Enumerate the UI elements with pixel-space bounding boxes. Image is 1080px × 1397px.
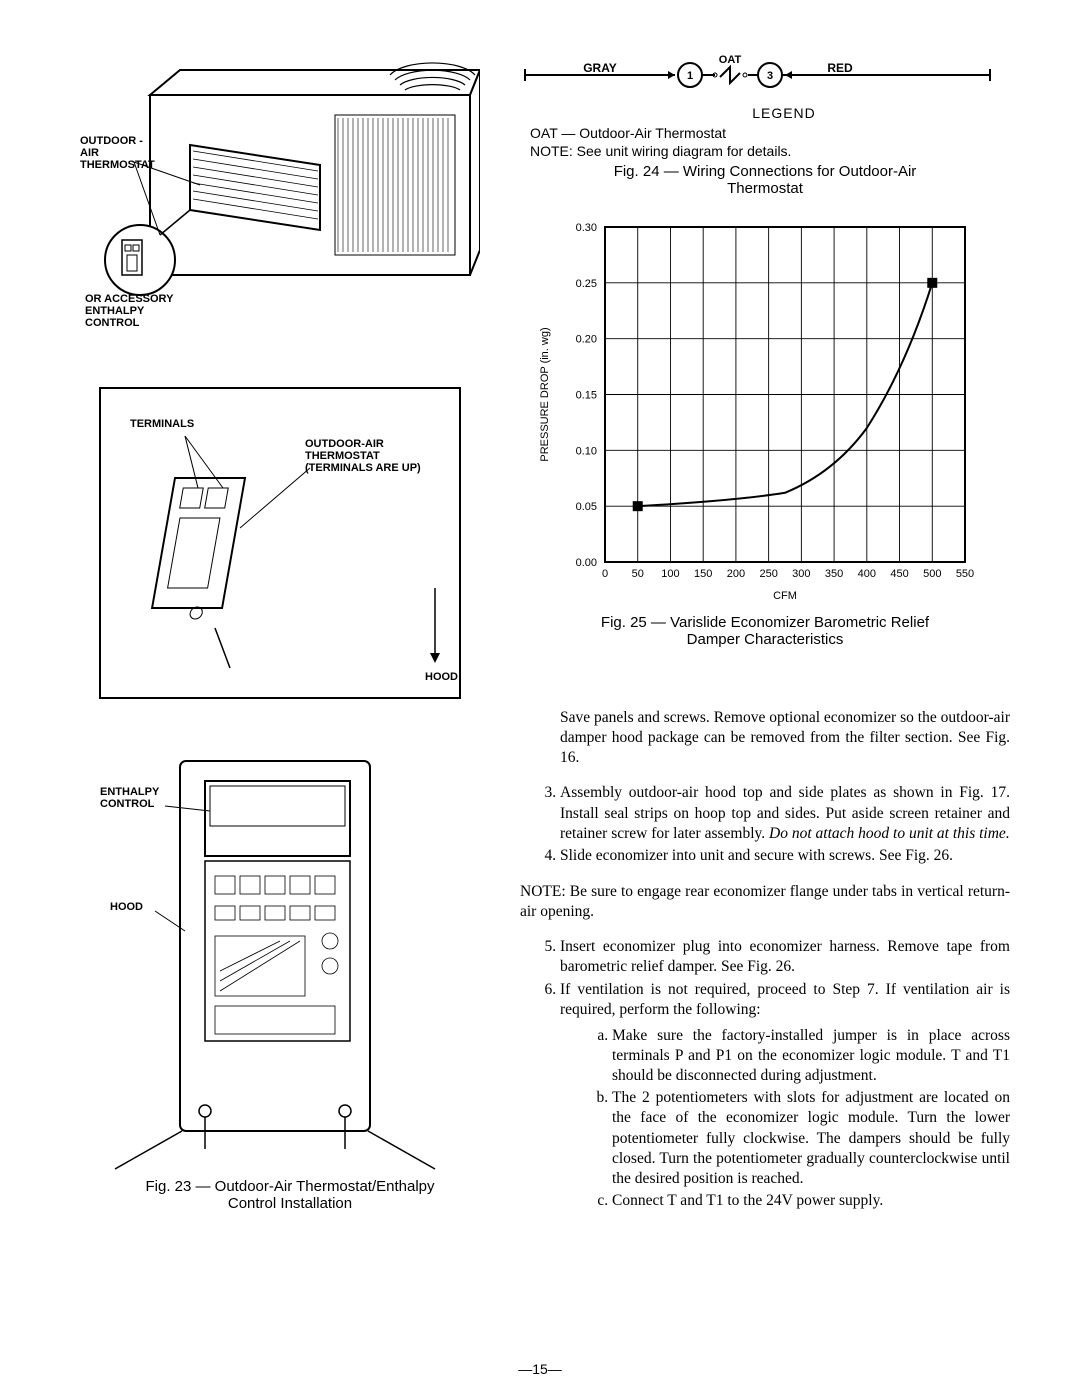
step-5: Insert economizer plug into economizer h… — [560, 937, 1010, 977]
fig23-caption: Fig. 23 — Outdoor-Air Thermostat/Enthalp… — [80, 1178, 500, 1212]
svg-text:550: 550 — [956, 568, 974, 580]
svg-text:350: 350 — [825, 568, 843, 580]
fig24-wiring-diagram: GRAY 1 OAT 3 RED — [520, 55, 1010, 98]
svg-text:0.00: 0.00 — [576, 557, 597, 569]
svg-text:OAT: OAT — [719, 55, 742, 66]
fig23-terminals-illustration: TERMINALS OUTDOOR-AIRTHERMOSTAT(TERMINAL… — [80, 378, 500, 721]
step-6a: Make sure the factory-installed jumper i… — [612, 1026, 1010, 1086]
intro-para: Save panels and screws. Remove optional … — [560, 708, 1010, 768]
svg-text:0.20: 0.20 — [576, 333, 597, 345]
svg-text:0: 0 — [602, 568, 608, 580]
svg-text:500: 500 — [923, 568, 941, 580]
svg-text:CFM: CFM — [773, 590, 797, 602]
legend-note: NOTE: See unit wiring diagram for detail… — [530, 142, 1010, 160]
svg-text:400: 400 — [858, 568, 876, 580]
svg-text:200: 200 — [727, 568, 745, 580]
wire-red-label: RED — [827, 61, 853, 75]
svg-text:100: 100 — [661, 568, 679, 580]
svg-text:300: 300 — [792, 568, 810, 580]
legend-title: LEGEND — [558, 104, 1010, 122]
left-column: OUTDOOR -AIRTHERMOSTAT OR ACCESSORYENTHA… — [80, 55, 500, 1230]
page-number: —15— — [0, 1361, 1080, 1377]
svg-text:0.15: 0.15 — [576, 389, 597, 401]
wire-gray-label: GRAY — [583, 61, 617, 75]
svg-text:0.30: 0.30 — [576, 222, 597, 234]
step-4: Slide economizer into unit and secure wi… — [560, 846, 1010, 866]
fig23-unit-illustration: OUTDOOR -AIRTHERMOSTAT OR ACCESSORYENTHA… — [80, 55, 500, 338]
svg-text:150: 150 — [694, 568, 712, 580]
svg-text:0.05: 0.05 — [576, 501, 597, 513]
label-hood-1: HOOD — [425, 671, 458, 683]
step-6b: The 2 potentiometers with slots for adju… — [612, 1088, 1010, 1189]
svg-text:1: 1 — [687, 70, 693, 82]
label-accessory-enthalpy: OR ACCESSORYENTHALPYCONTROL — [85, 293, 173, 329]
svg-text:50: 50 — [632, 568, 644, 580]
svg-text:0.25: 0.25 — [576, 277, 597, 289]
svg-text:450: 450 — [890, 568, 908, 580]
svg-text:3: 3 — [767, 70, 773, 82]
svg-text:0.10: 0.10 — [576, 445, 597, 457]
instruction-text: Save panels and screws. Remove optional … — [520, 708, 1010, 1212]
page: OUTDOOR -AIRTHERMOSTAT OR ACCESSORYENTHA… — [0, 0, 1080, 1397]
label-terminals: TERMINALS — [130, 418, 194, 430]
label-oat-terminals-up: OUTDOOR-AIRTHERMOSTAT(TERMINALS ARE UP) — [305, 438, 421, 474]
svg-text:250: 250 — [759, 568, 777, 580]
fig24-caption: Fig. 24 — Wiring Connections for Outdoor… — [520, 163, 1010, 197]
label-enthalpy-control: ENTHALPYCONTROL — [100, 786, 159, 810]
label-outdoor-air-thermostat: OUTDOOR -AIRTHERMOSTAT — [80, 135, 155, 171]
right-column: GRAY 1 OAT 3 RED LEGEND OAT — Outdoor — [520, 55, 1010, 1227]
legend-oat-line: OAT — Outdoor-Air Thermostat — [530, 124, 1010, 142]
fig25-chart: 0 50 100 150 200 250 300 350 400 450 500 550 0.00 0.0… — [520, 217, 1010, 610]
svg-text:PRESSURE DROP (in. wg): PRESSURE DROP (in. wg) — [539, 327, 551, 461]
note-para: NOTE: Be sure to engage rear economizer … — [520, 882, 1010, 922]
label-hood-2: HOOD — [110, 901, 143, 913]
fig24-legend: LEGEND OAT — Outdoor-Air Thermostat NOTE… — [520, 104, 1010, 161]
step-6c: Connect T and T1 to the 24V power supply… — [612, 1191, 1010, 1211]
step-6: If ventilation is not required, proceed … — [560, 980, 1010, 1212]
fig23-panel-illustration: ENTHALPYCONTROL HOOD — [80, 751, 500, 1174]
step-3: Assembly outdoor-air hood top and side p… — [560, 783, 1010, 843]
fig25-caption: Fig. 25 — Varislide Economizer Barometri… — [520, 614, 1010, 648]
